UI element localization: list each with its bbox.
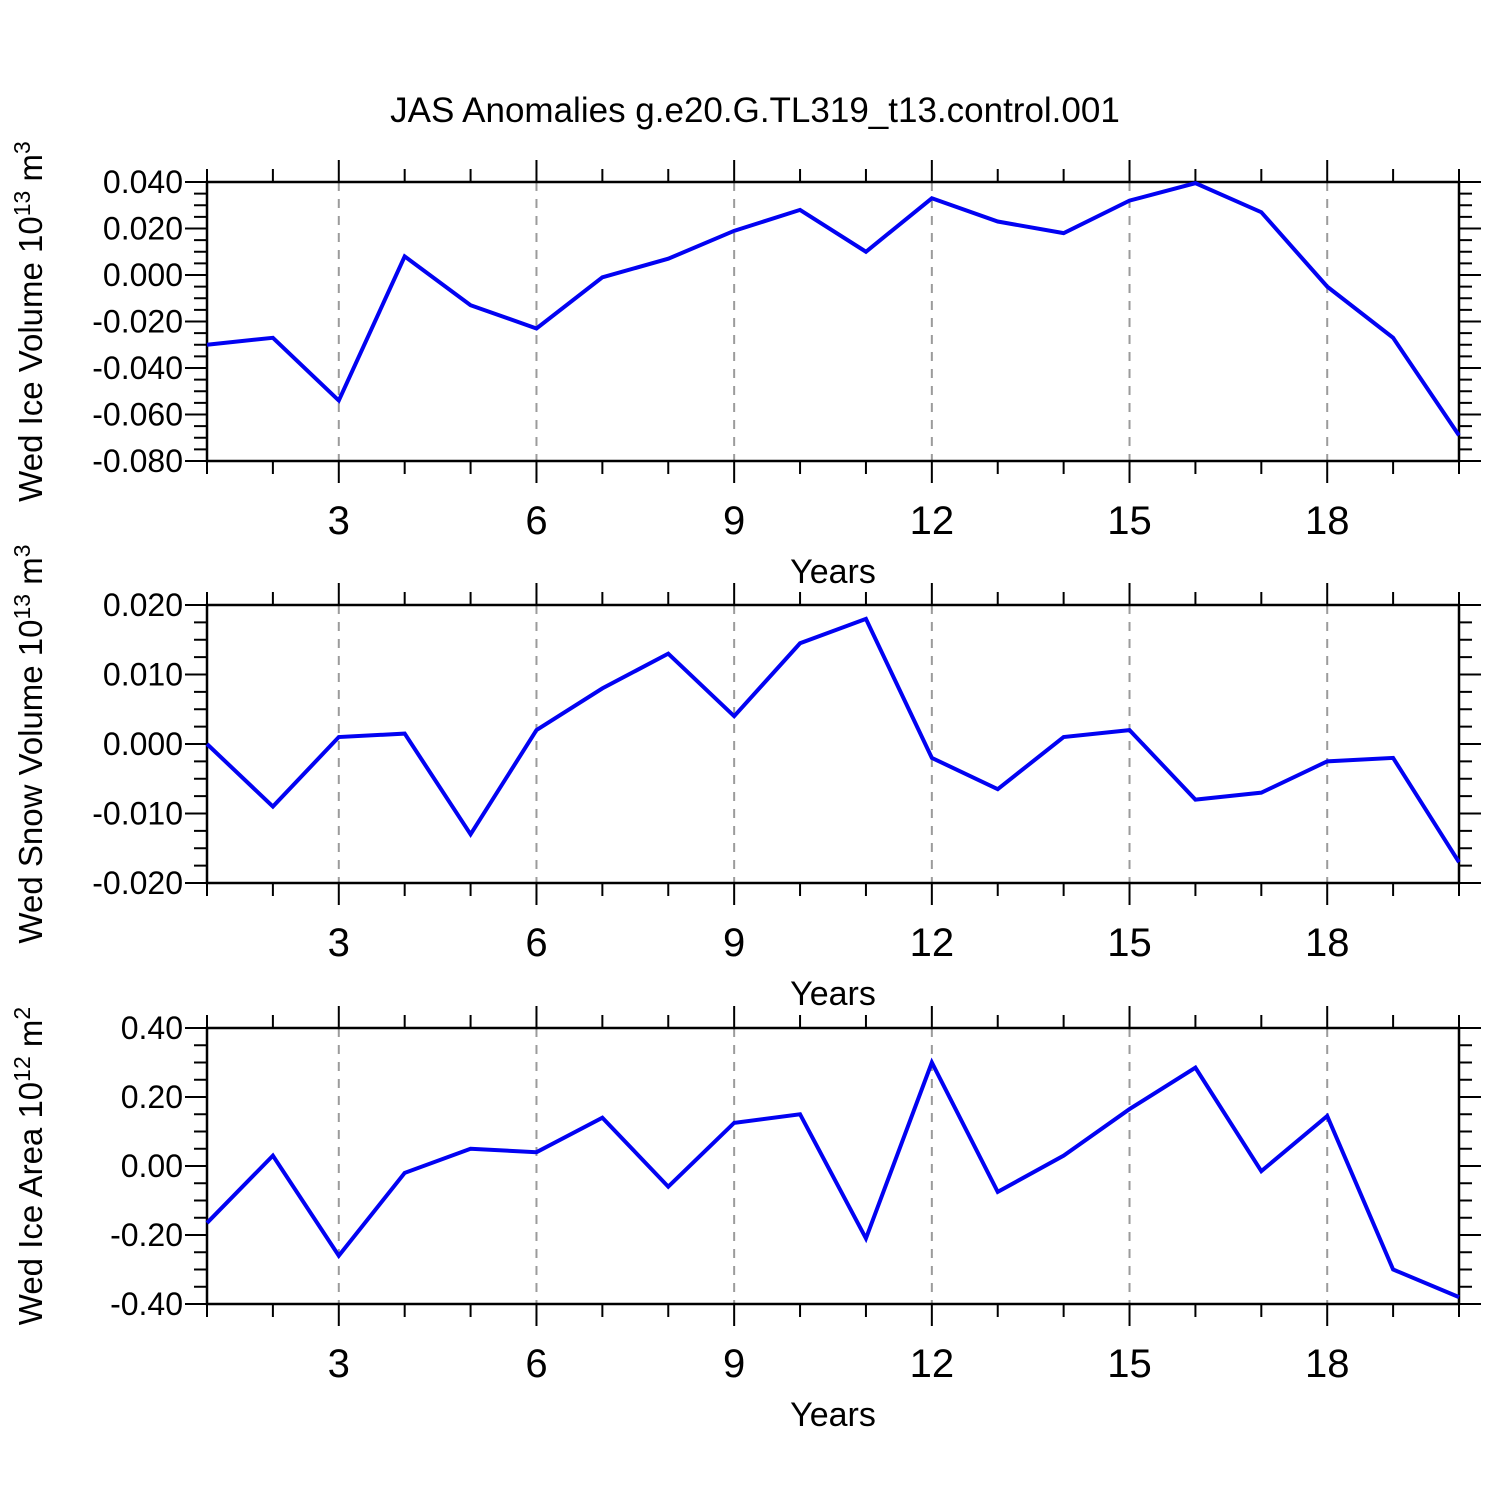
x-tick-label: 18 [1305, 921, 1350, 965]
x-axis-label: Years [790, 553, 876, 591]
x-tick-label: 18 [1305, 499, 1350, 543]
x-axis-label: Years [790, 975, 876, 1013]
plot-wed-ice-volume: 0.040 0.020 0.000 -0.020 -0.040 -0.060 -0.080 3… [9, 141, 1481, 591]
x-tick-label: 15 [1107, 1342, 1152, 1386]
plot-frame [205, 603, 1461, 885]
data-line [205, 616, 1461, 864]
x-tick-label: 12 [910, 921, 955, 965]
y-tick-label: 0.020 [103, 211, 183, 247]
x-axis-label: Years [790, 1396, 876, 1434]
x-tick-label: 18 [1305, 1342, 1350, 1386]
x-tick-label: 3 [328, 1342, 350, 1386]
y-tick-label: -0.040 [92, 350, 183, 386]
x-tick-label: 3 [328, 921, 350, 965]
x-tick-label: 6 [525, 921, 547, 965]
plot-wed-ice-area: 0.40 0.20 0.00 -0.20 -0.40 3 6 9 12 15 18 Years Wed … [9, 1006, 1481, 1434]
y-tick-label: -0.080 [92, 443, 183, 479]
y-tick-label: 0.00 [121, 1148, 183, 1184]
plot-wed-snow-volume: 0.020 0.010 0.000 -0.010 -0.020 3 6 9 12 15 18 Year… [9, 544, 1481, 1013]
y-tick-label: 0.010 [103, 657, 183, 693]
y-tick-label: -0.060 [92, 397, 183, 433]
plot-frame [205, 180, 1461, 463]
figure-title: JAS Anomalies g.e20.G.TL319_t13.control.… [390, 91, 1120, 130]
x-tick-label: 15 [1107, 921, 1152, 965]
data-line [206, 181, 1461, 437]
y-tick-label: 0.000 [103, 257, 183, 293]
x-tick-label: 12 [910, 1342, 955, 1386]
y-tick-label: 0.020 [103, 587, 183, 623]
x-tick-label: 6 [525, 1342, 547, 1386]
y-axis-label: Wed Ice Volume 1013 m3 [9, 141, 49, 502]
y-tick-label: -0.40 [110, 1286, 183, 1322]
x-tick-label: 12 [910, 499, 955, 543]
y-tick-label: 0.20 [121, 1079, 183, 1115]
plot-frame [205, 1026, 1461, 1306]
y-tick-label: -0.20 [110, 1217, 183, 1253]
y-tick-label: -0.020 [92, 865, 183, 901]
y-axis-label: Wed Snow Volume 1013 m3 [9, 544, 49, 943]
y-tick-label: 0.40 [121, 1010, 183, 1046]
x-tick-label: 6 [525, 499, 547, 543]
x-tick-label: 9 [723, 499, 745, 543]
x-tick-label: 3 [328, 499, 350, 543]
data-line [205, 1057, 1460, 1299]
y-tick-label: 0.040 [103, 164, 183, 200]
y-tick-label: 0.000 [103, 726, 183, 762]
y-axis-label: Wed Ice Area 1012 m2 [9, 1007, 49, 1325]
y-tick-label: -0.020 [92, 304, 183, 340]
x-tick-label: 15 [1107, 499, 1152, 543]
y-tick-label: -0.010 [92, 796, 183, 832]
x-tick-label: 9 [723, 921, 745, 965]
x-tick-label: 9 [723, 1342, 745, 1386]
